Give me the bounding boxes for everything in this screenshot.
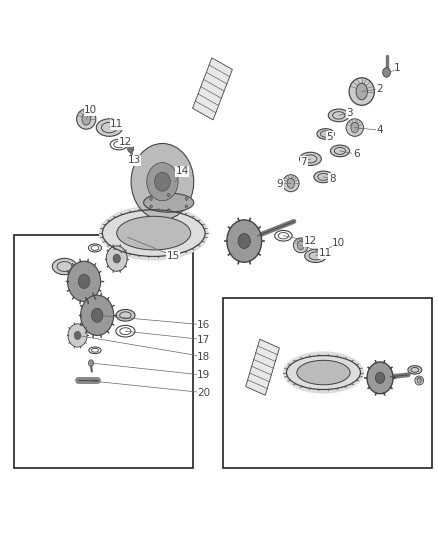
Ellipse shape	[52, 259, 77, 274]
Ellipse shape	[417, 378, 421, 383]
Ellipse shape	[117, 216, 191, 250]
Text: 5: 5	[327, 132, 333, 142]
Circle shape	[150, 205, 152, 208]
Circle shape	[78, 274, 90, 288]
Text: 8: 8	[329, 174, 336, 184]
Ellipse shape	[408, 366, 422, 374]
Circle shape	[167, 209, 170, 212]
Text: 12: 12	[304, 236, 317, 246]
Circle shape	[67, 261, 101, 302]
Ellipse shape	[287, 178, 294, 188]
Text: 15: 15	[167, 251, 180, 261]
Ellipse shape	[305, 249, 326, 263]
Bar	[223, 298, 432, 468]
Ellipse shape	[297, 241, 304, 250]
Ellipse shape	[415, 376, 424, 385]
Circle shape	[227, 220, 261, 262]
Circle shape	[147, 163, 178, 201]
Text: 6: 6	[353, 149, 360, 159]
Text: 18: 18	[197, 352, 210, 361]
Text: 14: 14	[175, 166, 189, 176]
Ellipse shape	[349, 78, 374, 106]
Ellipse shape	[346, 119, 364, 136]
Circle shape	[167, 193, 170, 197]
Text: 3: 3	[346, 108, 353, 118]
Ellipse shape	[116, 310, 135, 321]
Ellipse shape	[300, 152, 321, 165]
Ellipse shape	[317, 128, 334, 139]
Text: 11: 11	[110, 119, 124, 130]
Ellipse shape	[283, 175, 299, 192]
Circle shape	[150, 197, 152, 200]
Ellipse shape	[328, 109, 349, 122]
Ellipse shape	[96, 119, 122, 136]
Circle shape	[185, 205, 187, 208]
Circle shape	[113, 254, 120, 263]
Text: 2: 2	[377, 84, 383, 94]
Circle shape	[88, 360, 94, 366]
Text: 13: 13	[127, 156, 141, 165]
Ellipse shape	[99, 206, 208, 261]
Circle shape	[238, 233, 251, 248]
Ellipse shape	[283, 351, 364, 394]
Bar	[246, 339, 279, 395]
Ellipse shape	[293, 238, 308, 253]
Text: 1: 1	[394, 63, 401, 72]
Circle shape	[74, 332, 81, 340]
Bar	[193, 58, 233, 120]
Text: 10: 10	[84, 105, 97, 115]
Text: 20: 20	[197, 387, 210, 398]
Ellipse shape	[351, 123, 359, 133]
Circle shape	[185, 197, 187, 200]
Circle shape	[155, 172, 170, 191]
Ellipse shape	[356, 83, 367, 100]
Text: 17: 17	[197, 335, 210, 345]
Circle shape	[375, 372, 385, 383]
Text: 7: 7	[300, 157, 307, 166]
Circle shape	[127, 145, 134, 152]
Text: 11: 11	[319, 248, 332, 259]
Text: 12: 12	[119, 137, 132, 147]
Circle shape	[367, 362, 393, 394]
Ellipse shape	[330, 145, 350, 157]
Circle shape	[92, 308, 103, 322]
Circle shape	[383, 68, 391, 77]
Circle shape	[81, 295, 114, 335]
Ellipse shape	[144, 193, 194, 212]
Circle shape	[68, 324, 87, 347]
Text: 16: 16	[197, 320, 210, 330]
Text: 4: 4	[377, 125, 383, 135]
Ellipse shape	[77, 109, 96, 129]
Ellipse shape	[82, 113, 91, 125]
Text: 9: 9	[277, 179, 283, 189]
Bar	[14, 235, 193, 468]
Circle shape	[106, 246, 127, 271]
Text: 19: 19	[197, 370, 210, 380]
Ellipse shape	[297, 360, 350, 385]
Circle shape	[131, 143, 194, 220]
Text: 10: 10	[332, 238, 345, 248]
Ellipse shape	[314, 171, 333, 183]
